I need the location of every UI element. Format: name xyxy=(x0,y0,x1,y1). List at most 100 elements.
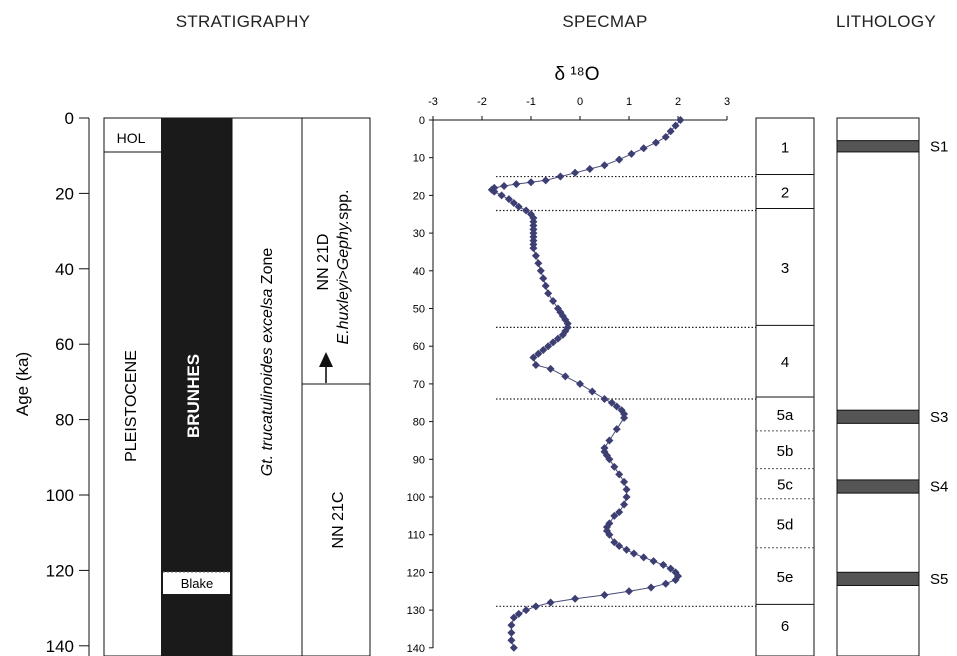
stage-label: 3 xyxy=(781,260,789,277)
data-point xyxy=(622,493,631,501)
stratigraphy-frame xyxy=(103,117,371,656)
blake-event-box xyxy=(163,572,230,594)
y-tick-label: 110 xyxy=(407,530,425,542)
data-point xyxy=(651,138,660,147)
data-point xyxy=(659,560,668,569)
data-point xyxy=(676,116,685,124)
data-point xyxy=(649,557,658,566)
x-tick-label: 1 xyxy=(626,96,632,108)
sapropel-layer xyxy=(836,571,920,586)
stage-label: 4 xyxy=(781,354,789,371)
data-point xyxy=(539,345,548,354)
data-point xyxy=(647,583,656,592)
y-tick-label: 0 xyxy=(419,115,425,127)
age-tick-label: 0 xyxy=(65,109,74,128)
lithology-header: LITHOLOGY xyxy=(835,12,936,31)
age-tick-label: 20 xyxy=(55,184,74,203)
data-point xyxy=(639,144,648,153)
data-point xyxy=(605,455,614,464)
data-point xyxy=(509,613,518,622)
data-point xyxy=(620,500,629,509)
data-point xyxy=(544,342,553,351)
y-tick-label: 90 xyxy=(413,454,425,466)
data-point xyxy=(661,132,670,141)
sapropel-layer xyxy=(836,479,920,494)
y-tick-label: 100 xyxy=(407,492,425,504)
data-point xyxy=(585,165,594,174)
data-point xyxy=(622,485,631,494)
data-point xyxy=(588,387,597,396)
data-point xyxy=(639,553,648,562)
x-tick-label: -2 xyxy=(477,96,487,108)
data-point xyxy=(620,413,629,422)
data-point xyxy=(615,542,624,551)
age-tick-label: 140 xyxy=(46,637,74,656)
nn21d-label: NN 21D xyxy=(315,234,332,291)
y-tick-label: 120 xyxy=(407,567,425,579)
data-point xyxy=(600,591,609,600)
y-axis-ticks: 0 10 20 30 40 50 60 70 80 90 100 110 120 130 140 xyxy=(407,115,433,655)
data-point xyxy=(605,530,614,539)
y-tick-label: 20 xyxy=(413,190,425,202)
data-point xyxy=(531,251,540,260)
data-point xyxy=(507,636,516,645)
data-point xyxy=(671,121,680,130)
y-tick-label: 140 xyxy=(407,643,425,655)
data-point xyxy=(571,594,580,603)
data-point xyxy=(534,349,543,358)
sapropel-label: S4 xyxy=(930,479,948,496)
y-tick-label: 80 xyxy=(413,417,425,429)
age-tick-label: 100 xyxy=(46,486,74,505)
y-tick-label: 30 xyxy=(413,228,425,240)
data-point xyxy=(507,621,516,630)
x-tick-label: -3 xyxy=(428,96,438,108)
data-point xyxy=(522,206,531,215)
arrow-up-icon xyxy=(319,352,333,367)
sapropel-layer xyxy=(836,409,920,424)
y-tick-label: 70 xyxy=(413,379,425,391)
x-tick-label: -1 xyxy=(526,96,536,108)
y-tick-label: 50 xyxy=(413,304,425,316)
brunhes-chron-bar xyxy=(161,118,232,656)
data-point xyxy=(546,598,555,607)
sapropel-label: S5 xyxy=(930,571,948,588)
pleistocene-label: PLEISTOCENE xyxy=(123,350,140,462)
data-point xyxy=(553,334,562,343)
data-point xyxy=(541,176,550,185)
specmap-header: SPECMAP xyxy=(562,12,648,31)
data-point xyxy=(509,198,518,207)
zone-taxon: Gt. trucatulinoides excelsa xyxy=(259,289,276,477)
data-point xyxy=(671,575,680,584)
data-point xyxy=(622,545,631,554)
stratigraphy-header: STRATIGRAPHY xyxy=(175,12,311,31)
stage-label: 5d xyxy=(777,516,794,533)
stage-label: 5e xyxy=(777,569,794,586)
data-point xyxy=(620,477,629,486)
x-tick-label: 0 xyxy=(577,96,583,108)
zone-suffix: Zone xyxy=(259,248,276,289)
stage-label: 5a xyxy=(777,407,794,424)
data-point xyxy=(556,172,565,181)
data-point xyxy=(514,609,523,618)
data-point xyxy=(549,296,558,305)
data-point xyxy=(607,398,616,407)
data-point xyxy=(612,402,621,411)
data-point xyxy=(627,149,636,158)
data-point xyxy=(531,602,540,611)
data-point xyxy=(666,127,675,136)
data-point xyxy=(600,161,609,170)
data-point xyxy=(561,372,570,381)
data-point xyxy=(500,181,509,190)
data-point xyxy=(610,511,619,520)
x-tick-label: 3 xyxy=(724,96,730,108)
data-point xyxy=(571,168,580,177)
data-point xyxy=(544,289,553,298)
data-point xyxy=(610,538,619,547)
stage-label: 2 xyxy=(781,185,789,202)
age-axis-ticks: 0 20 40 60 80 100 120 140 xyxy=(46,109,89,656)
age-tick-label: 120 xyxy=(46,561,74,580)
blake-label: Blake xyxy=(181,576,214,591)
data-point xyxy=(558,330,567,339)
stage-label: 6 xyxy=(781,618,789,635)
